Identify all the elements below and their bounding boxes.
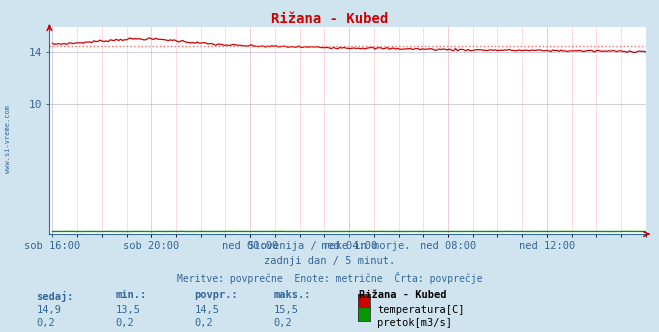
Text: 15,5: 15,5 [273, 305, 299, 315]
Text: Meritve: povprečne  Enote: metrične  Črta: povprečje: Meritve: povprečne Enote: metrične Črta:… [177, 272, 482, 284]
Text: 0,2: 0,2 [115, 318, 134, 328]
Text: povpr.:: povpr.: [194, 290, 238, 300]
Text: Slovenija / reke in morje.: Slovenija / reke in morje. [248, 241, 411, 251]
Text: Rižana - Kubed: Rižana - Kubed [359, 290, 447, 300]
Text: 14,5: 14,5 [194, 305, 219, 315]
Text: temperatura[C]: temperatura[C] [377, 305, 465, 315]
Text: 14,9: 14,9 [36, 305, 61, 315]
Text: 0,2: 0,2 [194, 318, 213, 328]
Text: 13,5: 13,5 [115, 305, 140, 315]
Text: 0,2: 0,2 [273, 318, 292, 328]
Text: maks.:: maks.: [273, 290, 311, 300]
Text: pretok[m3/s]: pretok[m3/s] [377, 318, 452, 328]
Text: 0,2: 0,2 [36, 318, 55, 328]
Text: zadnji dan / 5 minut.: zadnji dan / 5 minut. [264, 256, 395, 266]
Text: Rižana - Kubed: Rižana - Kubed [271, 12, 388, 26]
Text: sedaj:: sedaj: [36, 290, 74, 301]
Text: www.si-vreme.com: www.si-vreme.com [5, 106, 11, 173]
Text: min.:: min.: [115, 290, 146, 300]
